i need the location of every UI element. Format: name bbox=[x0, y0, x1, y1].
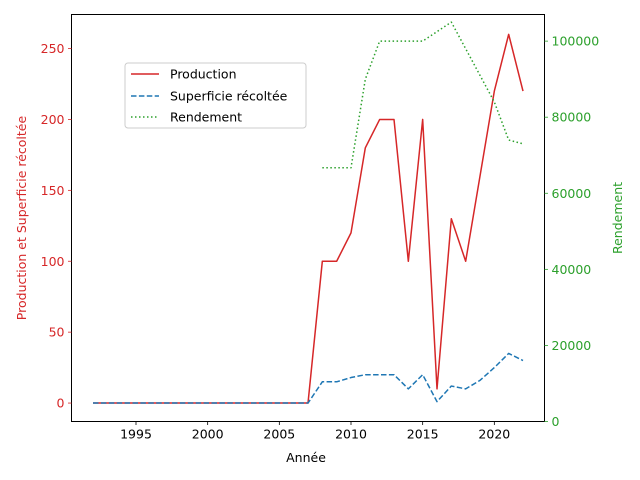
legend-label-area: Superficie récoltée bbox=[170, 89, 288, 104]
x-tick-label: 1995 bbox=[120, 427, 152, 442]
left-y-tick-label: 200 bbox=[41, 112, 65, 127]
left-y-tick-label: 250 bbox=[41, 41, 65, 56]
right-y-tick-label: 80000 bbox=[552, 110, 592, 125]
x-axis-label: Année bbox=[286, 450, 326, 465]
right-y-tick-label: 100000 bbox=[552, 34, 600, 49]
left-y-axis-label: Production et Superficie récoltée bbox=[14, 116, 29, 321]
right-y-tick-label: 40000 bbox=[552, 262, 592, 277]
left-y-axis: 0 50 100 150 200 250 bbox=[41, 41, 72, 411]
legend: Production Superficie récoltée Rendement bbox=[124, 62, 307, 129]
legend-label-yield: Rendement bbox=[170, 110, 242, 125]
x-tick-label: 2010 bbox=[335, 427, 367, 442]
series-line-area bbox=[93, 352, 524, 404]
axes-frame bbox=[71, 14, 545, 422]
x-tick-label: 2020 bbox=[478, 427, 510, 442]
legend-label-production: Production bbox=[170, 67, 237, 82]
right-y-axis: 0 20000 40000 60000 80000 100000 bbox=[544, 34, 600, 429]
left-y-tick-label: 150 bbox=[41, 183, 65, 198]
right-y-tick-label: 60000 bbox=[552, 186, 592, 201]
right-y-axis-label: Rendement bbox=[610, 182, 625, 254]
x-axis: 1995 2000 2005 2010 2015 2020 bbox=[120, 421, 510, 442]
right-y-tick-label: 20000 bbox=[552, 338, 592, 353]
series-line-yield bbox=[322, 21, 524, 169]
left-y-tick-label: 0 bbox=[57, 396, 65, 411]
x-tick-label: 2000 bbox=[192, 427, 224, 442]
left-y-tick-label: 50 bbox=[49, 325, 65, 340]
right-y-tick-label: 0 bbox=[552, 414, 560, 429]
plot-area bbox=[93, 21, 524, 404]
x-tick-label: 2015 bbox=[407, 427, 439, 442]
x-tick-label: 2005 bbox=[263, 427, 295, 442]
left-y-tick-label: 100 bbox=[41, 254, 65, 269]
legend-box bbox=[124, 62, 307, 129]
